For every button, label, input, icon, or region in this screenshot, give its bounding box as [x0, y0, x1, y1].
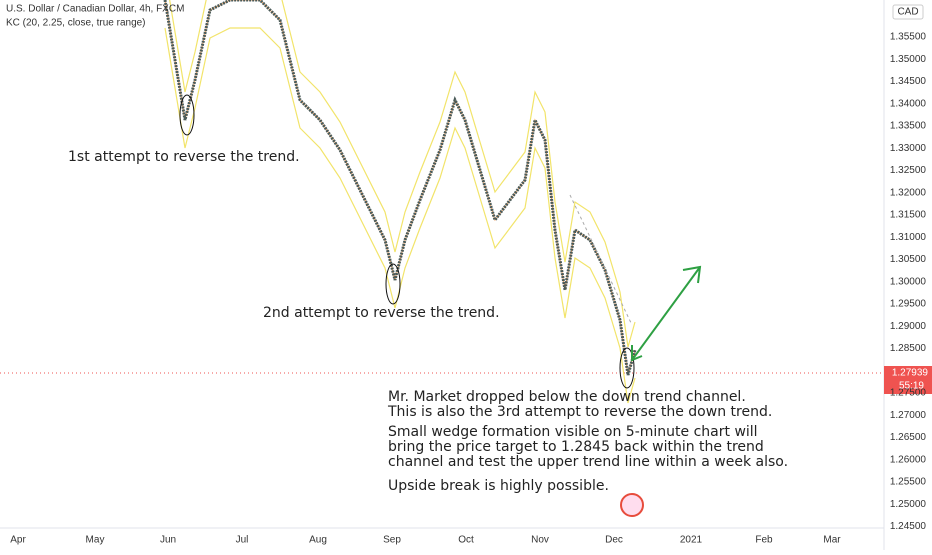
time-label: Oct [458, 535, 474, 546]
time-label: Jun [160, 535, 176, 546]
price-label: 1.27500 [890, 388, 927, 399]
note-line: Upside break is highly possible. [388, 478, 609, 494]
note-line: Mr. Market dropped below the down trend … [388, 389, 746, 405]
symbol-title: U.S. Dollar / Canadian Dollar, 4h, FXCM [6, 4, 184, 15]
price-label: 1.27000 [890, 410, 927, 421]
annotation: 1st attempt to reverse the trend. [68, 149, 300, 165]
price-label: 1.25000 [890, 499, 927, 510]
annotation: 2nd attempt to reverse the trend. [263, 305, 500, 321]
price-label: 1.30500 [890, 254, 927, 265]
circle-1 [179, 94, 195, 136]
price-label: 1.29000 [890, 321, 927, 332]
time-label: 2021 [680, 535, 703, 546]
indicator-label: KC (20, 2.25, close, true range) [6, 18, 146, 29]
time-label: Nov [531, 535, 549, 546]
price-label: 1.26000 [890, 454, 927, 465]
price-label: 1.33000 [890, 143, 927, 154]
price-label: 1.31000 [890, 232, 927, 243]
price-label: 1.30000 [890, 276, 927, 287]
time-label: Sep [383, 535, 401, 546]
price-label: 1.31500 [890, 210, 927, 221]
price-label: 1.34000 [890, 98, 927, 109]
price-label: 1.26500 [890, 432, 927, 443]
time-label: Mar [823, 535, 841, 546]
price-label: 1.34500 [890, 76, 927, 87]
currency-box[interactable] [892, 4, 924, 20]
currency[interactable]: CAD [897, 7, 918, 18]
note-line: Small wedge formation visible on 5-minut… [388, 424, 758, 440]
price-label: 1.28500 [890, 343, 927, 354]
arrow-head [682, 265, 702, 284]
arrow-up [631, 266, 701, 361]
note-line: channel and test the upper trend line wi… [388, 454, 788, 470]
price-label: 1.35000 [890, 54, 927, 65]
arrow-tail [631, 345, 643, 362]
time-label: Aug [309, 535, 327, 546]
price-label: 1.32500 [890, 165, 927, 176]
price-drawing [163, 0, 702, 517]
circle-2 [385, 263, 401, 305]
circle-3 [619, 347, 635, 389]
logo [620, 493, 644, 517]
price-label: 1.24500 [890, 521, 927, 532]
price-label: 1.32000 [890, 187, 927, 198]
time-label: Feb [755, 535, 773, 546]
price-path [163, 0, 637, 376]
note-line: This is also the 3rd attempt to reverse … [387, 404, 772, 420]
time-label: May [86, 535, 105, 546]
time-label: Jul [236, 535, 249, 546]
keltner-lower [164, 27, 636, 404]
price-label: 1.35500 [890, 32, 927, 43]
keltner-upper [169, 0, 636, 348]
price-label: 1.25500 [890, 477, 927, 488]
current-price-box [884, 366, 932, 394]
note-line: bring the price target to 1.2845 back wi… [388, 439, 764, 455]
trend-line [569, 194, 633, 326]
price-label: 1.29500 [890, 299, 927, 310]
time-label: Apr [10, 535, 26, 546]
price-label: 1.33500 [890, 121, 927, 132]
time-label: Dec [605, 535, 623, 546]
bar-countdown: 55:19 [899, 381, 924, 392]
current-price: 1.27939 [892, 368, 929, 379]
